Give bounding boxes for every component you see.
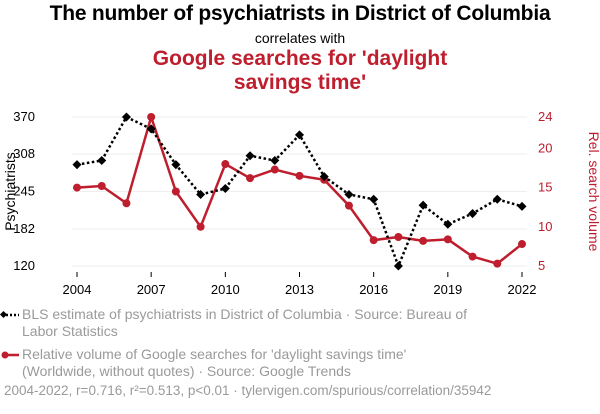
series1-point	[72, 160, 82, 170]
x-tick-label: 2010	[211, 282, 240, 297]
series2-point	[246, 174, 255, 183]
series2-point	[419, 236, 428, 245]
series1-point	[270, 155, 280, 166]
series2-point	[122, 199, 131, 208]
legend-marker-series2	[1, 351, 19, 359]
series1-point	[97, 155, 107, 166]
y-left-tick-label: 120	[13, 258, 35, 273]
legend-series2-line-1: Relative volume of Google searches for '…	[22, 346, 407, 362]
series1-point	[171, 160, 181, 170]
series2-point	[443, 235, 452, 244]
x-tick-label: 2016	[359, 282, 388, 297]
y-right-tick-label: 15	[538, 180, 552, 195]
series2-point	[97, 182, 106, 191]
y-left-tick-label: 370	[13, 109, 35, 124]
x-tick-label: 2004	[63, 282, 92, 297]
series1-point	[393, 261, 403, 271]
y-right-tick-label: 24	[538, 109, 552, 124]
legend-series1-line-2: Labor Statistics	[22, 323, 118, 339]
legend-marker-series1	[0, 310, 19, 319]
series1-point	[517, 201, 527, 211]
x-tick-label: 2022	[508, 282, 537, 297]
series2-point	[295, 171, 304, 180]
series2-point	[518, 240, 526, 249]
series2-point	[73, 183, 81, 192]
correlates-with-text: correlates with	[254, 30, 346, 46]
subtitle-line-1: Google searches for 'daylight	[152, 47, 448, 70]
series2-point	[493, 259, 502, 268]
legend-series2-line-2: (Worldwide, without quotes) · Source: Go…	[22, 363, 351, 379]
y-left-tick-label: 245	[13, 184, 35, 199]
series1-point	[196, 189, 206, 200]
y-left-tick-label: 308	[13, 146, 35, 161]
series2-point	[344, 201, 353, 210]
series2-point	[196, 222, 205, 231]
chart-subtitle: Google searches for 'daylight savings ti…	[0, 47, 600, 95]
series1-point	[492, 194, 502, 204]
subtitle-line-2: savings time'	[233, 71, 367, 94]
y-right-axis-label: Rel. search volume	[586, 132, 600, 252]
x-tick-label: 2013	[285, 282, 314, 297]
chart-title: The number of psychiatrists in District …	[49, 2, 551, 25]
series2-point	[171, 187, 180, 196]
series1-point	[468, 209, 478, 219]
series2-point	[221, 160, 230, 169]
series2-point	[394, 232, 403, 241]
footer-stats: 2004-2022, r=0.716, r²=0.513, p<0.01 · t…	[4, 383, 492, 398]
series1-point	[443, 219, 453, 229]
series2-point	[369, 236, 378, 245]
x-tick-label: 2007	[137, 282, 166, 297]
y-left-axis-label: Psychiatrists	[2, 152, 18, 231]
y-left-tick-label: 182	[13, 221, 35, 236]
series2-point	[468, 252, 477, 261]
series2-point	[270, 165, 279, 174]
y-right-tick-label: 10	[538, 219, 552, 234]
y-right-tick-label: 20	[538, 140, 552, 155]
series1-point	[121, 112, 131, 122]
x-tick-label: 2019	[433, 282, 462, 297]
legend-series1-line-1: BLS estimate of psychiatrists in Distric…	[22, 306, 468, 322]
series1-point	[369, 194, 379, 204]
series2-point	[147, 113, 156, 121]
series1-point	[220, 183, 230, 194]
y-right-tick-label: 5	[538, 258, 545, 273]
